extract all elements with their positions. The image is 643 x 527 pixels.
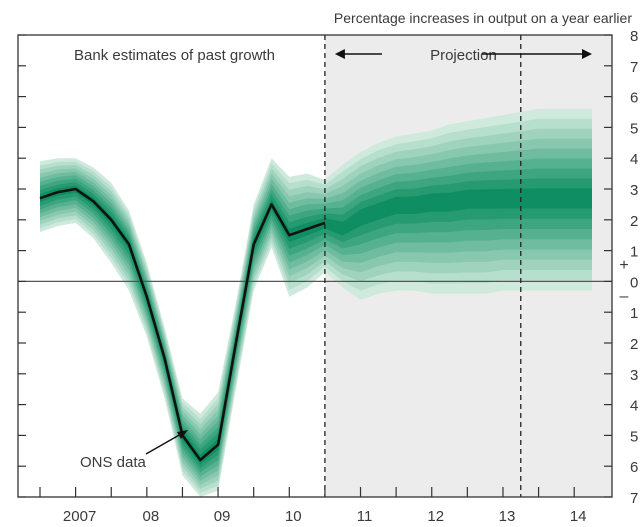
x-tick-label: 10 [285,508,302,525]
y-tick-label: 7 [630,59,638,76]
fan-bands [40,108,592,498]
y-tick-label: 5 [630,428,638,445]
ons-data-arrow [145,430,188,455]
ons-data-label: ONS data [80,454,147,471]
y-tick-label: 1 [630,244,638,261]
y-tick-label: 2 [630,213,638,230]
y-tick-label: 1 [630,305,638,322]
plus-sign: + [619,257,628,274]
plot-frame [17,34,613,498]
x-tick-label: 08 [142,508,159,525]
y-tick-label: 4 [630,398,638,415]
y-tick-label: 3 [630,182,638,199]
x-tick-label: 12 [427,508,444,525]
axis-ticks [18,34,612,498]
y-tick-label: 6 [630,459,638,476]
y-tick-label: 7 [630,490,638,507]
projection-label: Projection [430,47,497,64]
y-tick-label: 5 [630,120,638,137]
past-growth-label: Bank estimates of past growth [74,47,275,64]
y-tick-label: 8 [630,28,638,45]
x-tick-label: 13 [499,508,516,525]
x-tick-label: 2007 [63,508,96,525]
minus-sign: – [620,288,629,305]
y-tick-label: 3 [630,367,638,384]
units-label: Percentage increases in output on a year… [334,10,632,26]
y-tick-label: 6 [630,90,638,107]
x-tick-label: 14 [570,508,587,525]
fan-band-6 [40,158,592,477]
x-tick-label: 11 [357,508,373,525]
y-tick-label: 2 [630,336,638,353]
y-tick-label: 0 [630,274,638,291]
x-tick-label: 09 [214,508,231,525]
projection-arrow [334,49,592,59]
y-tick-label: 4 [630,151,638,168]
